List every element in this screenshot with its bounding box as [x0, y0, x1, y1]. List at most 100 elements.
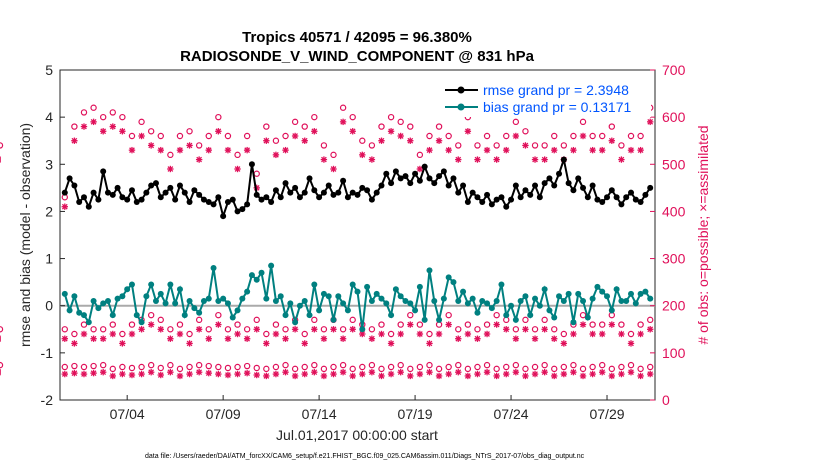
obs-possible-marker	[90, 326, 97, 333]
obs-assimilated-marker-stroke	[234, 166, 241, 172]
obs-assimilated-marker	[407, 137, 414, 144]
obs-possible-marker	[90, 104, 97, 111]
obs-assimilated-marker	[61, 203, 68, 210]
obs-assimilated-marker	[368, 156, 376, 163]
left-tick-label: -1	[41, 345, 54, 361]
rmse-point	[426, 175, 433, 182]
obs-assimilated-marker	[627, 368, 635, 376]
obs-assimilated-marker-stroke	[359, 151, 366, 158]
rmse-point	[330, 191, 337, 198]
obs-possible-marker	[387, 330, 395, 338]
obs-assimilated-marker-stroke	[484, 369, 490, 376]
obs-possible-marker	[608, 365, 616, 373]
rmse-point	[642, 191, 649, 198]
right-tick-label: 400	[662, 203, 686, 219]
bias-point	[364, 283, 371, 290]
obs-assimilated-marker	[589, 370, 596, 378]
obs-possible-marker	[589, 363, 596, 371]
obs-assimilated-marker-stroke	[349, 326, 356, 333]
rmse-point	[244, 201, 251, 208]
obs-assimilated-marker	[589, 330, 596, 338]
obs-assimilated-marker	[301, 137, 308, 144]
obs-possible-marker	[493, 365, 500, 373]
bias-point	[527, 312, 534, 319]
obs-possible-marker	[61, 363, 68, 371]
obs-assimilated-marker	[368, 368, 376, 376]
obs-assimilated-marker	[147, 142, 155, 149]
obs-possible-marker	[599, 321, 606, 328]
rmse-point	[551, 182, 558, 189]
x-tick-label: 07/04	[110, 406, 145, 422]
obs-possible-marker	[99, 361, 107, 369]
obs-possible-marker	[531, 142, 539, 149]
obs-assimilated-marker	[551, 335, 558, 342]
obs-assimilated-marker-stroke	[551, 335, 558, 342]
bias-point	[248, 272, 255, 279]
obs-assimilated-marker-stroke	[455, 156, 462, 163]
obs-assimilated-marker	[647, 326, 654, 333]
obs-possible-marker	[128, 132, 136, 140]
obs-assimilated-marker-stroke	[225, 147, 231, 154]
obs-assimilated-marker	[138, 326, 145, 333]
obs-possible-marker	[647, 316, 654, 324]
bias-point	[551, 314, 558, 321]
obs-possible-marker	[291, 365, 299, 373]
obs-possible-marker	[570, 132, 577, 140]
obs-assimilated-marker	[99, 128, 107, 135]
obs-assimilated-marker-stroke	[349, 128, 356, 135]
right-tick-label: 0	[662, 392, 670, 408]
rmse-point	[522, 187, 529, 194]
rmse-point	[546, 175, 553, 182]
obs-assimilated-marker-stroke	[436, 331, 442, 337]
obs-assimilated-marker	[359, 370, 366, 378]
obs-assimilated-marker-stroke	[493, 321, 500, 328]
obs-possible-marker	[637, 132, 644, 140]
obs-possible-marker	[320, 326, 328, 333]
obs-possible-marker	[474, 363, 481, 371]
rmse-point	[455, 189, 462, 196]
obs-assimilated-marker	[119, 340, 126, 347]
bias-point	[277, 293, 284, 300]
obs-assimilated-marker-stroke	[532, 335, 538, 342]
obs-assimilated-marker	[570, 146, 577, 154]
x-tick-label: 07/24	[494, 406, 529, 422]
obs-assimilated-marker-stroke	[301, 371, 308, 377]
obs-assimilated-marker	[531, 156, 539, 163]
obs-assimilated-marker-stroke	[551, 147, 558, 154]
obs-assimilated-marker-stroke	[570, 331, 577, 337]
obs-assimilated-marker-stroke	[388, 371, 394, 377]
obs-assimilated-marker-stroke	[321, 373, 327, 379]
obs-assimilated-marker-stroke	[369, 369, 375, 376]
obs-assimilated-marker	[608, 321, 616, 328]
obs-assimilated-marker	[349, 326, 356, 333]
obs-assimilated-marker-stroke	[148, 142, 155, 149]
obs-assimilated-marker-stroke	[455, 335, 462, 342]
bias-point	[628, 290, 635, 297]
obs-possible-marker	[474, 142, 481, 149]
bias-point	[570, 319, 577, 326]
obs-possible-marker	[589, 321, 596, 328]
obs-assimilated-marker	[224, 335, 232, 342]
obs-assimilated-marker	[167, 335, 174, 342]
obs-possible-marker	[579, 365, 587, 373]
obs-assimilated-marker-stroke	[436, 373, 442, 379]
obs-possible-marker	[368, 361, 376, 369]
obs-assimilated-marker	[128, 146, 136, 154]
obs-assimilated-marker-stroke	[589, 331, 596, 337]
rmse-point	[493, 196, 500, 203]
bias-point	[541, 286, 548, 293]
bias-point	[349, 281, 356, 288]
bias-point	[546, 307, 553, 314]
obs-possible-marker	[186, 330, 193, 338]
obs-assimilated-marker-stroke	[407, 137, 414, 144]
obs-assimilated-marker	[445, 146, 452, 154]
obs-possible-marker	[0, 361, 4, 369]
obs-assimilated-marker-stroke	[647, 326, 654, 333]
obs-assimilated-marker-stroke	[445, 147, 452, 154]
obs-assimilated-marker	[215, 370, 222, 378]
rmse-point	[412, 170, 419, 177]
rmse-point	[167, 184, 174, 191]
obs-assimilated-marker-stroke	[378, 373, 385, 379]
bias-point	[66, 307, 73, 314]
right-tick-label: 700	[662, 62, 686, 78]
